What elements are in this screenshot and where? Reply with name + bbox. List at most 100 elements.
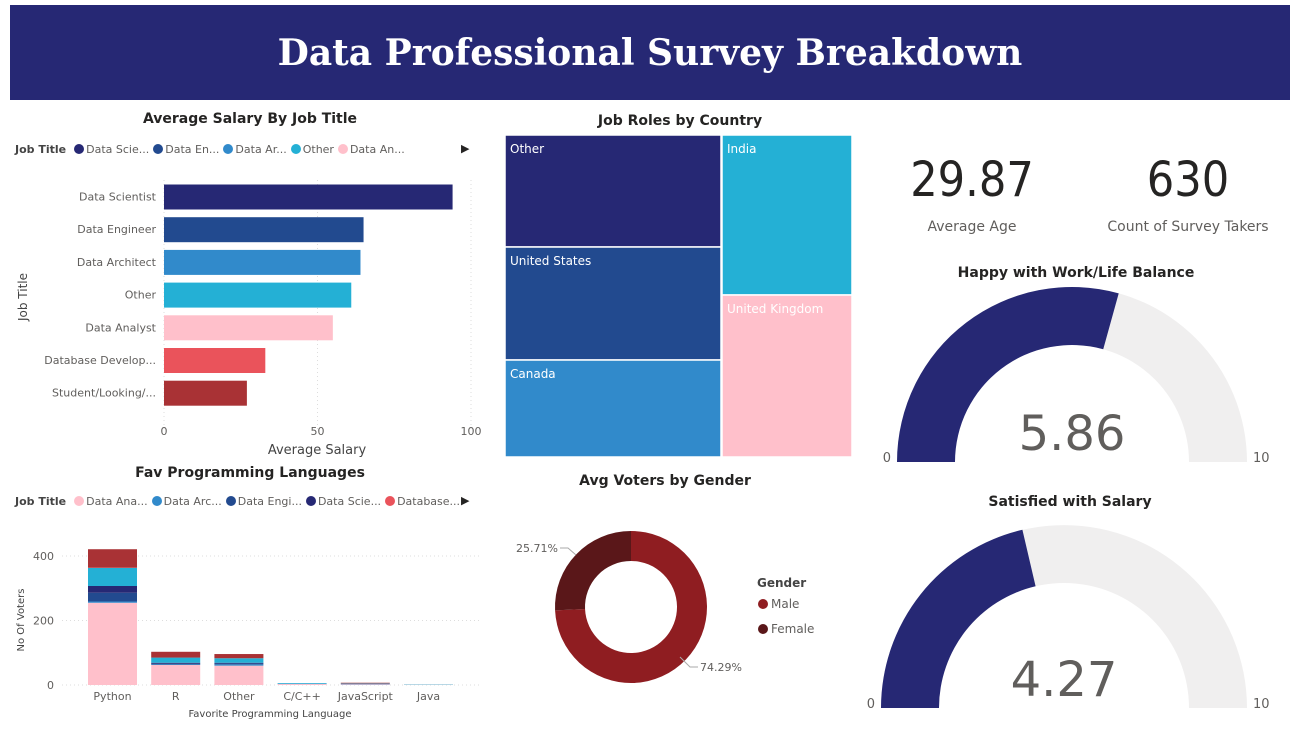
bar — [164, 348, 266, 373]
treemap-title: Job Roles by Country — [597, 113, 763, 129]
y-tick-label: Data Analyst — [85, 321, 156, 334]
data-label: 74.29% — [700, 661, 742, 674]
bar-segment — [340, 682, 390, 684]
gauge-worklife-title: Happy with Work/Life Balance — [957, 265, 1195, 281]
y-tick-label: Data Engineer — [77, 223, 156, 236]
x-tick-label: Other — [223, 690, 255, 703]
bar — [164, 217, 364, 243]
survey-count-value: 630 — [1146, 152, 1230, 208]
legend-next-arrow-icon[interactable]: ▶ — [461, 142, 470, 155]
bar-segment — [277, 684, 327, 685]
bar-segment — [277, 683, 327, 684]
donut-title: Avg Voters by Gender — [579, 473, 751, 489]
x-axis-label: Average Salary — [268, 443, 367, 458]
languages-legend: Job Title Data Ana... Data Arc... Data E… — [15, 495, 460, 508]
treemap-label: Other — [510, 142, 544, 156]
treemap-tile — [504, 134, 722, 248]
y-axis-label: Job Title — [16, 273, 30, 322]
x-tick-label: 0 — [161, 425, 168, 438]
donut-slice — [555, 531, 631, 611]
survey-count-label: Count of Survey Takers — [1107, 219, 1269, 235]
gauge-min-label: 0 — [867, 697, 875, 712]
dashboard-title: Data Professional Survey Breakdown — [10, 5, 1290, 100]
legend-item[interactable]: Other — [290, 143, 334, 156]
bar-segment — [214, 658, 264, 663]
x-tick-label: 50 — [311, 425, 325, 438]
y-axis-label: No Of Voters — [16, 589, 27, 652]
bar — [164, 184, 453, 210]
y-tick-label: Data Scientist — [79, 191, 157, 204]
legend-item[interactable]: Data Arc... — [151, 495, 222, 508]
bar-segment — [214, 664, 264, 666]
x-tick-label: R — [172, 690, 180, 703]
salary-chart-title: Average Salary By Job Title — [142, 111, 358, 127]
legend-item[interactable]: Data En... — [153, 143, 219, 156]
bar-segment — [151, 662, 201, 664]
y-tick-label: 400 — [33, 550, 54, 563]
data-label: 25.71% — [516, 542, 558, 555]
treemap-label: Canada — [510, 367, 556, 381]
treemap-label: United States — [510, 254, 591, 268]
treemap-tile — [721, 294, 853, 458]
gauge-fill — [881, 529, 1036, 708]
legend-item[interactable]: Data Scie... — [305, 495, 381, 508]
legend-item[interactable]: Data Ana... — [74, 495, 148, 508]
legend-item[interactable]: Data Engi... — [225, 495, 302, 508]
x-tick-label: JavaScript — [337, 690, 394, 703]
y-tick-label: Other — [125, 289, 157, 302]
donut-slice — [555, 531, 707, 683]
average-age-value: 29.87 — [910, 152, 1034, 208]
x-tick-label: Java — [416, 690, 440, 703]
bar-segment — [88, 567, 137, 586]
treemap-label: United Kingdom — [727, 302, 823, 316]
bar-segment — [151, 663, 201, 665]
bar-segment — [214, 663, 264, 665]
languages-chart-title: Fav Programming Languages — [135, 465, 365, 481]
gauge-fill — [897, 287, 1119, 462]
legend-title: Gender — [757, 576, 806, 590]
bar-segment — [88, 601, 137, 603]
x-tick-label: C/C++ — [283, 690, 321, 703]
legend-marker — [758, 599, 768, 609]
salary-legend: Job Title Data Scie... Data En... Data A… — [15, 143, 405, 156]
legend-title: Job Title — [15, 495, 67, 508]
salary-bar-chart: 0 50 100 Data Scientist Data Engineer Data Ar… — [16, 180, 482, 458]
bar — [164, 315, 333, 341]
y-tick-label: Data Architect — [77, 256, 157, 269]
leader-line — [679, 656, 698, 668]
legend-item[interactable]: Database... — [385, 495, 460, 508]
legend-item[interactable]: Data An... — [337, 143, 405, 156]
y-tick-label: 200 — [33, 615, 54, 628]
bar-segment — [214, 665, 264, 685]
bar — [164, 249, 361, 275]
legend-item[interactable]: Data Ar... — [223, 143, 287, 156]
legend-marker — [758, 624, 768, 634]
bar-segment — [88, 585, 137, 593]
bar-segment — [151, 657, 201, 663]
gauge-salary-title: Satisfied with Salary — [988, 494, 1152, 510]
country-treemap: Other United States Canada India United King… — [504, 134, 853, 458]
treemap-label: India — [727, 142, 756, 156]
average-age-label: Average Age — [927, 219, 1017, 235]
x-tick-label: Python — [93, 690, 131, 703]
languages-stacked-chart: 0 200 400 Python R Other C/C++ JavaScript Java Fa… — [16, 549, 480, 720]
y-tick-label: Student/Looking/... — [52, 387, 156, 400]
gauge-value: 4.27 — [1011, 652, 1118, 708]
legend-title: Job Title — [15, 143, 67, 156]
y-tick-label: Database Develop... — [44, 354, 156, 367]
legend-item[interactable]: Data Scie... — [74, 143, 149, 156]
gauge-value: 5.86 — [1019, 406, 1126, 462]
x-axis-label: Favorite Programming Language — [188, 709, 351, 720]
worklife-gauge: 5.86 0 10 — [883, 287, 1270, 466]
bar-segment — [214, 654, 264, 659]
legend-next-arrow-icon[interactable]: ▶ — [461, 494, 470, 507]
bar — [164, 282, 352, 308]
bar-segment — [151, 651, 201, 658]
x-tick-label: 100 — [461, 425, 482, 438]
gauge-max-label: 10 — [1253, 697, 1270, 712]
bar-segment — [88, 592, 137, 602]
salary-gauge: 4.27 0 10 — [867, 525, 1270, 712]
treemap-tile — [721, 134, 853, 296]
bar-segment — [214, 662, 264, 664]
treemap-tile — [504, 359, 722, 458]
